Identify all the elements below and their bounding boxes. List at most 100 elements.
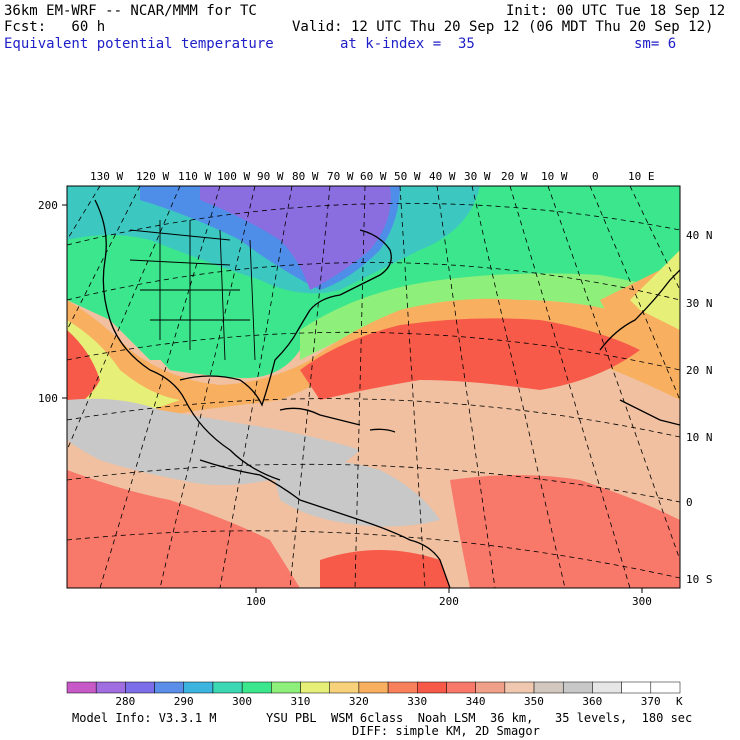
us-state-lines-vertical xyxy=(159,220,256,361)
colorbar-swatch xyxy=(504,681,535,694)
lon-line-90w xyxy=(159,186,256,588)
lat-label: 30 N xyxy=(686,297,713,310)
us-green xyxy=(120,250,300,379)
lon-line-0 xyxy=(589,186,680,401)
level-info: at k-index = 35 xyxy=(340,36,475,52)
lat-label: 10 S xyxy=(686,573,713,586)
lat-line-40n xyxy=(67,202,680,246)
lon-label: 0 xyxy=(592,170,599,183)
colorbar-swatch xyxy=(271,681,301,694)
colorbar-swatch xyxy=(475,681,506,694)
colorbar-swatch xyxy=(446,681,476,694)
lon-line-40w xyxy=(436,186,496,588)
lon-label: 120 W xyxy=(136,170,169,183)
lon-line-130w xyxy=(67,186,101,241)
graticule xyxy=(67,186,680,588)
colorbar-label: 350 xyxy=(524,695,544,708)
colorbar-label: 370 xyxy=(641,695,661,708)
cuba xyxy=(279,407,361,426)
lon-label: 60 W xyxy=(360,170,387,183)
lon-label: 20 W xyxy=(501,170,528,183)
init-time: Init: 00 UTC Tue 18 Sep 12 xyxy=(506,3,726,19)
colorbar-label: 290 xyxy=(174,695,194,708)
valid-time: Valid: 12 UTC Thu 20 Sep 12 (06 MDT Thu … xyxy=(292,19,714,35)
bottom-axis-label: 100 xyxy=(246,595,266,608)
colorbar-label: 340 xyxy=(466,695,486,708)
na-west-coast xyxy=(94,199,281,481)
colorbar-label: 330 xyxy=(407,695,427,708)
colorbar-label: 320 xyxy=(349,695,369,708)
theta-e-field xyxy=(67,186,680,588)
africa-gulf xyxy=(619,399,680,426)
south-america-coast xyxy=(199,459,451,588)
colorbar-swatch xyxy=(562,681,593,694)
model-title: 36km EM-WRF -- NCAR/MMM for TC xyxy=(4,3,257,19)
colorbar-swatch xyxy=(66,681,97,694)
lon-line-10w xyxy=(547,186,680,561)
africa-yellow xyxy=(630,250,680,330)
lon-line-100w xyxy=(99,186,221,588)
field-name: Equivalent potential temperature xyxy=(4,36,274,52)
lon-label: 110 W xyxy=(178,170,211,183)
lon-label: 10 W xyxy=(541,170,568,183)
lat-label: 40 N xyxy=(686,229,713,242)
red-west xyxy=(67,330,100,410)
lon-line-110w xyxy=(67,186,181,451)
colorbar: 280 290 300 310 320 330 340 350 360 370 K xyxy=(66,681,683,708)
colorbar-label: 300 xyxy=(232,695,252,708)
gray-south xyxy=(270,458,440,527)
colorbar-swatch xyxy=(300,681,330,694)
red-southwest xyxy=(67,470,300,588)
colorbar-swatch xyxy=(592,681,622,694)
lat-line-0 xyxy=(67,463,680,503)
lon-line-60w xyxy=(354,186,366,588)
lime-band xyxy=(300,273,680,360)
physics-info: YSU PBL WSM 6class Noah LSM 36 km, 35 le… xyxy=(266,711,693,725)
lat-line-20n xyxy=(67,331,680,371)
grid-axis: 200 100 100 200 300 xyxy=(38,199,652,608)
red-southeast xyxy=(450,475,680,588)
lon-line-50w xyxy=(399,186,426,588)
lon-label: 30 W xyxy=(464,170,491,183)
colorbar-swatch xyxy=(154,681,185,694)
colorbar-label: 360 xyxy=(582,695,602,708)
colorbar-label: 280 xyxy=(115,695,135,708)
smoothing-info: sm= 6 xyxy=(634,36,677,52)
lon-labels: 130 W 120 W 110 W 100 W 90 W 80 W 70 W 6… xyxy=(90,170,655,183)
na-east-coast xyxy=(179,229,392,407)
colorbar-swatch xyxy=(212,681,243,694)
lat-label: 10 N xyxy=(686,431,713,444)
bottom-axis-label: 200 xyxy=(439,595,459,608)
africa-nw-coast xyxy=(599,269,680,351)
bottom-axis-label: 300 xyxy=(632,595,652,608)
lat-label: 0 xyxy=(686,496,693,509)
colorbar-swatch xyxy=(650,681,681,694)
colorbar-swatch xyxy=(95,681,126,694)
colorbar-swatch xyxy=(183,681,214,694)
lon-line-70w xyxy=(289,186,331,588)
colorbar-swatch xyxy=(533,681,564,694)
lat-line-10n xyxy=(67,398,680,438)
red-south xyxy=(320,550,450,588)
lon-label: 10 E xyxy=(628,170,655,183)
lon-line-10e xyxy=(629,186,680,291)
lon-label: 80 W xyxy=(292,170,319,183)
diffusion-info: DIFF: simple KM, 2D Smagor xyxy=(352,724,540,738)
left-axis-label: 100 xyxy=(38,392,58,405)
colorbar-swatch xyxy=(621,681,652,694)
coastlines xyxy=(94,199,680,588)
hispaniola xyxy=(369,428,396,433)
lat-labels: 40 N 30 N 20 N 10 N 0 10 S xyxy=(686,229,713,586)
lon-label: 130 W xyxy=(90,170,123,183)
left-axis-label: 200 xyxy=(38,199,58,212)
lon-label: 50 W xyxy=(394,170,421,183)
map-frame xyxy=(66,185,681,589)
lon-label: 70 W xyxy=(327,170,354,183)
colorbar-swatch xyxy=(417,681,447,694)
lat-line-10s xyxy=(67,530,680,579)
lon-label: 40 W xyxy=(429,170,456,183)
colorbar-swatch xyxy=(358,681,389,694)
lat-line-30n xyxy=(67,262,680,301)
lon-label: 90 W xyxy=(257,170,284,183)
